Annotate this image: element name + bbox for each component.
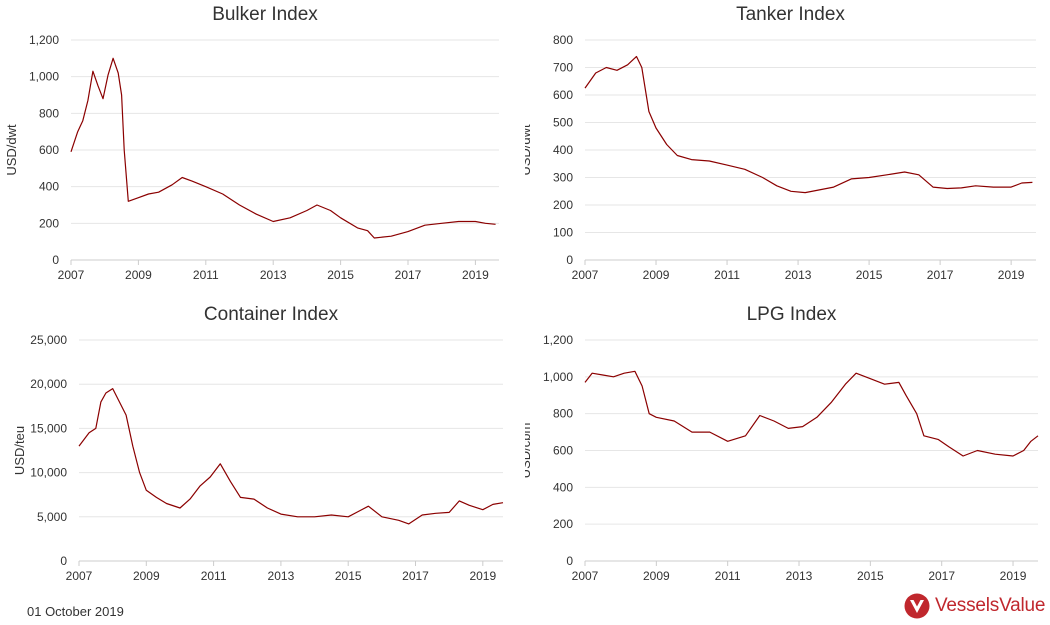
y-tick-label: 1,200 [543, 333, 573, 347]
x-tick-label: 2011 [714, 268, 740, 282]
y-tick-label: 500 [553, 116, 573, 130]
chart-title: Container Index [204, 304, 339, 325]
lpg-chart-panel: LPG Index 0 200 400 600 800 1,000 1,200 2007 2009… [525, 300, 1050, 600]
y-tick-label: 0 [566, 253, 573, 267]
y-tick-label: 400 [553, 143, 573, 157]
series-line [584, 370, 1039, 457]
y-tick-label: 0 [60, 554, 67, 568]
bulker-chart-panel: Bulker Index 0 200 400 600 800 1,000 1,200 2007 2… [0, 0, 525, 300]
y-tick-label: 800 [39, 106, 59, 120]
x-tick-label: 2015 [335, 569, 362, 583]
x-tick-label: 2013 [268, 569, 295, 583]
y-tick-label: 600 [553, 88, 573, 102]
y-tick-label: 600 [553, 444, 573, 458]
y-tick-label: 300 [553, 171, 573, 185]
x-tick-label: 2011 [201, 569, 227, 583]
tanker-chart-panel: Tanker Index 0 100 200 300 400 500 600 700 800 200… [525, 0, 1050, 300]
chart-title: Bulker Index [212, 4, 318, 25]
x-tick-label: 2015 [856, 268, 883, 282]
x-tick-label: 2015 [327, 268, 354, 282]
y-tick-label: 400 [39, 180, 59, 194]
vesselsvalue-logo-icon [904, 593, 930, 619]
chart-title: Tanker Index [736, 4, 845, 25]
x-tick-label: 2017 [395, 268, 422, 282]
y-axis-label: USD/dwt [4, 124, 19, 176]
x-tick-label: 2017 [928, 569, 955, 583]
y-tick-label: 1,200 [29, 33, 59, 47]
x-tick-label: 2007 [572, 569, 599, 583]
y-tick-label: 1,000 [29, 70, 59, 84]
x-tick-label: 2007 [572, 268, 599, 282]
series-line [70, 57, 496, 239]
x-tick-label: 2007 [66, 569, 93, 583]
y-tick-label: 200 [553, 198, 573, 212]
x-tick-label: 2017 [927, 268, 954, 282]
x-tick-label: 2009 [125, 268, 152, 282]
x-tick-label: 2007 [58, 268, 85, 282]
x-tick-label: 2017 [402, 569, 429, 583]
y-axis-label: USD/cbm [525, 423, 533, 479]
y-tick-label: 200 [39, 216, 59, 230]
x-tick-label: 2013 [785, 268, 812, 282]
container-chart-panel: Container Index 0 5,000 10,000 15,000 20,000 2… [0, 300, 525, 600]
y-tick-label: 25,000 [30, 333, 67, 347]
x-tick-label: 2011 [715, 569, 741, 583]
y-tick-label: 100 [553, 226, 573, 240]
x-tick-label: 2011 [193, 268, 219, 282]
x-tick-label: 2013 [786, 569, 813, 583]
lpg-chart: LPG Index 0 200 400 600 800 1,000 1,200 2007 2009… [525, 304, 1039, 583]
series-line [584, 55, 1033, 194]
y-tick-label: 600 [39, 143, 59, 157]
y-tick-label: 700 [553, 61, 573, 75]
tanker-chart: Tanker Index 0 100 200 300 400 500 600 700 800 200… [525, 4, 1036, 282]
y-tick-label: 15,000 [30, 421, 67, 435]
container-chart: Container Index 0 5,000 10,000 15,000 20,000 2… [12, 304, 504, 583]
y-tick-label: 0 [52, 253, 59, 267]
report-date: 01 October 2019 [27, 604, 124, 619]
y-tick-label: 0 [566, 554, 573, 568]
y-tick-label: 5,000 [37, 510, 67, 524]
vesselsvalue-logo: VesselsValue [904, 592, 1045, 620]
y-tick-label: 800 [553, 407, 573, 421]
brand-name: VesselsValue [935, 595, 1046, 616]
series-line [78, 387, 504, 525]
x-tick-label: 2019 [462, 268, 489, 282]
x-tick-label: 2019 [469, 569, 496, 583]
x-tick-label: 2013 [260, 268, 287, 282]
chart-title: LPG Index [747, 304, 837, 325]
y-tick-label: 20,000 [30, 377, 67, 391]
y-axis-label: USD/dwt [525, 124, 533, 176]
bulker-chart: Bulker Index 0 200 400 600 800 1,000 1,200 2007 2… [4, 4, 499, 282]
x-tick-label: 2019 [1000, 569, 1027, 583]
x-tick-label: 2015 [857, 569, 884, 583]
y-tick-label: 1,000 [543, 370, 573, 384]
x-tick-label: 2009 [643, 569, 670, 583]
y-tick-label: 10,000 [30, 466, 67, 480]
x-tick-label: 2009 [133, 569, 160, 583]
y-tick-label: 200 [553, 517, 573, 531]
x-tick-label: 2009 [643, 268, 670, 282]
y-axis-label: USD/teu [12, 426, 27, 475]
x-tick-label: 2019 [998, 268, 1025, 282]
y-tick-label: 800 [553, 33, 573, 47]
y-tick-label: 400 [553, 480, 573, 494]
